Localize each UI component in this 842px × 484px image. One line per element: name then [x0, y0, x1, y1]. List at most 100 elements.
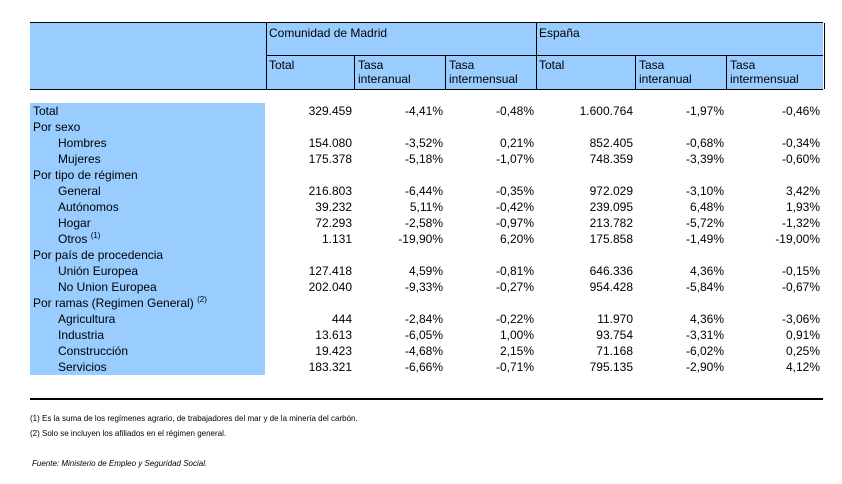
cell-value: 6,20% [499, 232, 534, 246]
header-sep [635, 55, 636, 89]
table-header: Comunidad de Madrid España Total Tasa in… [30, 22, 825, 90]
cell-value: 175.378 [308, 152, 352, 166]
row-label-text: Industria [58, 328, 105, 342]
cell-value: 183.321 [308, 360, 352, 374]
cell-value: -0,97% [495, 216, 534, 230]
cell-value: 39.232 [315, 200, 352, 214]
cell-value: 795.135 [589, 360, 633, 374]
header-madrid-tasa-intermensual-2: intermensual [449, 72, 518, 86]
cell-value: -2,84% [404, 312, 443, 326]
cell-value: -5,72% [685, 216, 724, 230]
cell-value: 0,25% [785, 344, 820, 358]
header-sep [726, 55, 727, 89]
row-label: Otros (1) [58, 231, 100, 247]
header-sep [445, 55, 446, 89]
cell-value: 4,36% [689, 312, 724, 326]
cell-value: -3,31% [685, 328, 724, 342]
row-label-text: Por país de procedencia [33, 248, 164, 262]
table-row: Mujeres 175.378 -5,18% -1,07% 748.359 -3,39% -… [30, 151, 823, 167]
row-label: Hogar [58, 215, 91, 231]
table-row: Por sexo [30, 119, 823, 135]
cell-value: -19,90% [398, 232, 443, 246]
cell-value: -0,68% [685, 136, 724, 150]
cell-value: 127.418 [308, 264, 352, 278]
footnote-marker: (1) [90, 231, 101, 240]
header-espana-tasa-intermensual-2: intermensual [730, 72, 799, 86]
cell-value: -2,58% [404, 216, 443, 230]
cell-value: 71.168 [596, 344, 633, 358]
row-label-text: No Union Europea [58, 280, 157, 294]
row-label: Autónomos [58, 199, 119, 215]
cell-value: -1,32% [781, 216, 820, 230]
table-row: Unión Europea 127.418 4,59% -0,81% 646.336 4,… [30, 263, 823, 279]
table-row: Agricultura 444 -2,84% -0,22% 11.970 4,36% -3,… [30, 311, 823, 327]
cell-value: -5,18% [404, 152, 443, 166]
cell-value: 13.613 [315, 328, 352, 342]
cell-value: 154.080 [308, 136, 352, 150]
table-row: Hombres 154.080 -3,52% 0,21% 852.405 -0,68% -0… [30, 135, 823, 151]
header-madrid-tasa-intermensual-1: Tasa [449, 58, 475, 72]
row-label-text: Hogar [58, 216, 91, 230]
row-label: Por tipo de régimen [33, 167, 138, 183]
cell-value: 216.803 [308, 184, 352, 198]
cell-value: 202.040 [308, 280, 352, 294]
row-label-text: Hombres [58, 136, 107, 150]
cell-value: -0,35% [495, 184, 534, 198]
header-divider [266, 55, 823, 56]
cell-value: -3,10% [685, 184, 724, 198]
cell-value: -2,90% [685, 360, 724, 374]
source-note: Fuente: Ministerio de Empleo y Seguridad… [32, 459, 208, 468]
row-label: Por país de procedencia [33, 247, 163, 263]
cell-value: -1,07% [495, 152, 534, 166]
header-madrid-total: Total [269, 58, 295, 72]
cell-value: 1,93% [785, 200, 820, 214]
table-row: Por país de procedencia [30, 247, 823, 263]
cell-value: -0,27% [495, 280, 534, 294]
cell-value: -4,68% [404, 344, 443, 358]
footnote-1: (1) Es la suma de los regímenes agrario,… [30, 414, 358, 423]
header-espana-label: España [539, 26, 580, 40]
cell-value: -0,60% [781, 152, 820, 166]
cell-value: 1,00% [499, 328, 534, 342]
row-label-text: General [58, 184, 101, 198]
cell-value: -3,52% [404, 136, 443, 150]
cell-value: -3,39% [685, 152, 724, 166]
cell-value: 748.359 [589, 152, 633, 166]
row-label-text: Por sexo [33, 120, 81, 134]
row-label: Por sexo [33, 119, 80, 135]
header-group-espana: España [536, 23, 825, 89]
cell-value: 213.782 [589, 216, 633, 230]
table-row: No Union Europea 202.040 -9,33% -0,27% 954.4… [30, 279, 823, 295]
row-label: Construcción [58, 343, 128, 359]
cell-value: 329.459 [308, 104, 352, 118]
cell-value: 93.754 [596, 328, 633, 342]
cell-value: -1,49% [685, 232, 724, 246]
cell-value: 4,12% [785, 360, 820, 374]
cell-value: -19,00% [775, 232, 820, 246]
cell-value: -6,05% [404, 328, 443, 342]
footnote-marker: (2) [197, 295, 207, 304]
row-label-text: Por ramas (Regimen General) [33, 296, 194, 310]
header-madrid-tasa-interanual-1: Tasa [358, 58, 384, 72]
row-label-text: Construcción [58, 344, 129, 358]
cell-value: -0,34% [781, 136, 820, 150]
cell-value: 3,42% [785, 184, 820, 198]
cell-value: 4,36% [689, 264, 724, 278]
table-row: Construcción 19.423 -4,68% 2,15% 71.168 -6,02… [30, 343, 823, 359]
row-label-text: Autónomos [58, 200, 119, 214]
cell-value: 4,59% [408, 264, 443, 278]
cell-value: 444 [331, 312, 352, 326]
cell-value: 0,91% [785, 328, 820, 342]
header-espana-tasa-interanual-2: interanual [639, 72, 692, 86]
cell-value: -0,22% [495, 312, 534, 326]
row-label: Servicios [58, 359, 107, 375]
row-label-text: Mujeres [58, 152, 101, 166]
row-label-text: Agricultura [58, 312, 116, 326]
header-madrid-label: Comunidad de Madrid [269, 26, 388, 40]
row-label: General [58, 183, 101, 199]
header-espana-tasa-intermensual-1: Tasa [730, 58, 756, 72]
row-label: Hombres [58, 135, 107, 151]
header-sep [354, 55, 355, 89]
row-label: Total [33, 103, 58, 119]
row-label: Mujeres [58, 151, 101, 167]
